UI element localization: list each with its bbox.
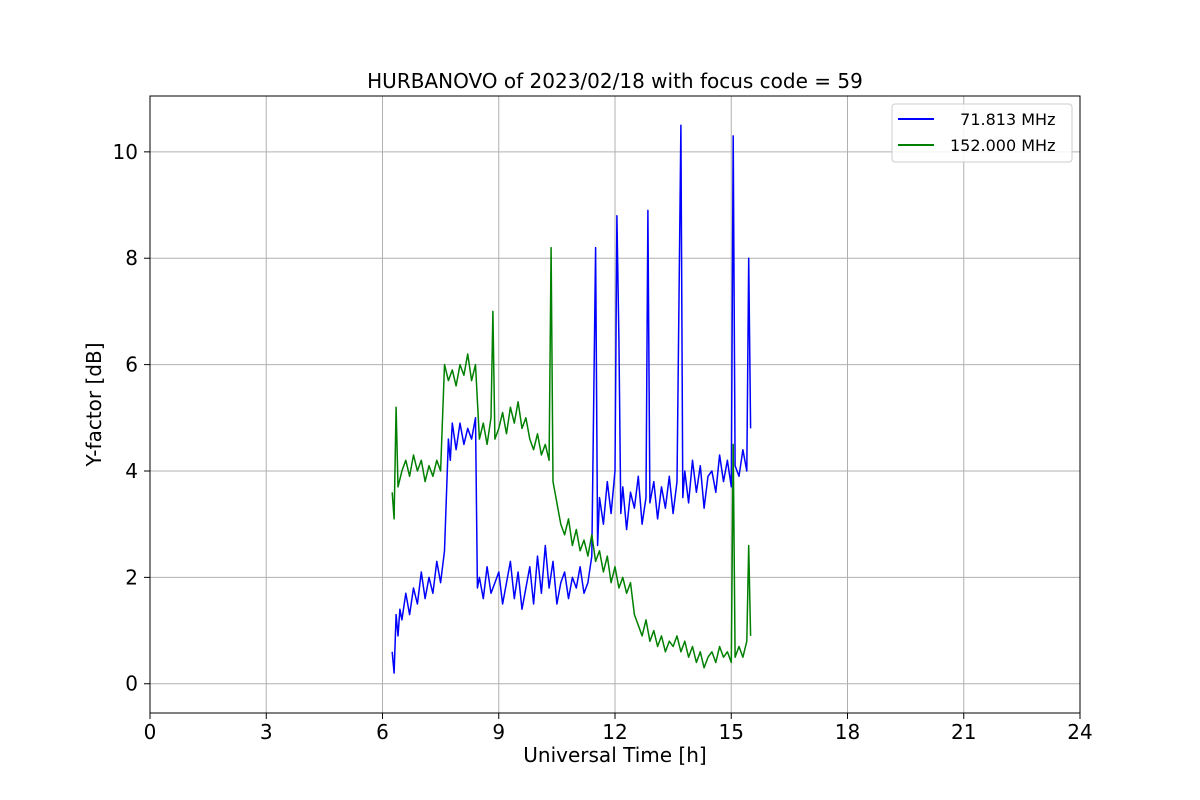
legend-label-series-1: 71.813 MHz	[950, 110, 1055, 129]
y-tick-label: 10	[113, 140, 138, 164]
y-tick-label: 6	[125, 353, 138, 377]
x-tick-label: 12	[602, 720, 627, 744]
x-tick-label: 3	[260, 720, 273, 744]
y-tick-label: 4	[125, 459, 138, 483]
series-layer	[391, 124, 752, 674]
x-tick-label: 18	[835, 720, 860, 744]
x-tick-label: 9	[492, 720, 505, 744]
chart-title: HURBANOVO of 2023/02/18 with focus code …	[367, 69, 863, 93]
y-tick-label: 0	[125, 672, 138, 696]
x-axis-label: Universal Time [h]	[523, 743, 706, 767]
x-tick-label: 21	[951, 720, 976, 744]
x-tick-label: 15	[719, 720, 744, 744]
x-tick-label: 0	[144, 720, 157, 744]
series-line-2	[391, 246, 752, 669]
series-line-1	[391, 124, 752, 674]
legend-box	[891, 103, 1073, 163]
x-tick-label: 24	[1067, 720, 1092, 744]
y-tick-label: 2	[125, 565, 138, 589]
legend: 71.813 MHz 152.000 MHz	[891, 103, 1073, 163]
x-tick-label: 6	[376, 720, 389, 744]
legend-label-series-2: 152.000 MHz	[950, 136, 1055, 155]
y-tick-label: 8	[125, 246, 138, 270]
y-axis-label: Y-factor [dB]	[82, 342, 106, 467]
